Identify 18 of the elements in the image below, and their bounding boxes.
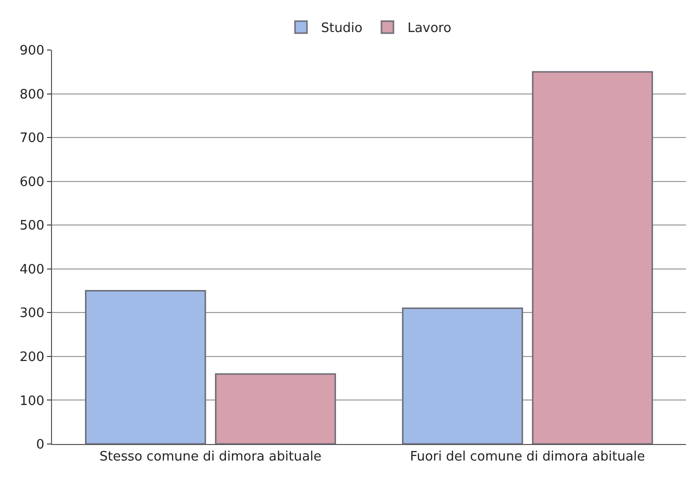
bar xyxy=(532,71,654,444)
legend-label: Lavoro xyxy=(407,21,452,36)
x-tick-label: Fuori del comune di dimora abituale xyxy=(410,450,646,465)
y-tick-label: 600 xyxy=(20,174,44,190)
bar xyxy=(84,290,206,444)
y-tick-label: 500 xyxy=(20,218,44,234)
legend-label: Studio xyxy=(321,21,362,36)
x-tick-label: Stesso comune di dimora abituale xyxy=(99,450,322,465)
y-tick-label: 100 xyxy=(20,394,44,409)
bar xyxy=(214,373,336,444)
bar xyxy=(402,308,524,444)
y-tick-label: 300 xyxy=(20,306,44,322)
y-tick-label: 0 xyxy=(36,438,44,453)
y-tick-label: 900 xyxy=(20,44,44,59)
y-tick-label: 200 xyxy=(20,350,44,365)
y-tick-label: 400 xyxy=(20,262,44,278)
y-tick-label: 800 xyxy=(20,87,44,102)
y-tick-label: 700 xyxy=(20,131,44,146)
